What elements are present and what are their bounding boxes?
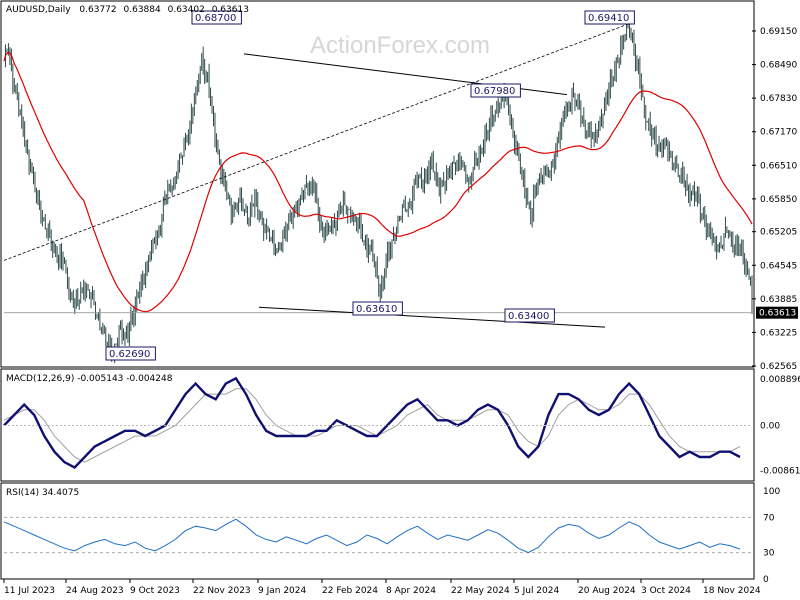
macd-panel (0, 368, 755, 482)
rising-channel-line (3, 22, 631, 261)
annotation-box (584, 10, 635, 25)
annotation-label: 0.62690 (109, 349, 150, 360)
annotation-label: 0.63610 (356, 304, 397, 315)
annotation-box (352, 301, 403, 316)
price-tick-label: 0.67830 (760, 94, 797, 104)
current-price-bg (756, 306, 798, 319)
axis-ticks: 0.69150 0.68490 0.67830 0.67170 0.66510 0.658… (3, 27, 800, 596)
annotation-box (470, 83, 521, 98)
annotation-label: 0.63400 (508, 311, 549, 322)
annotation-box (504, 308, 555, 323)
ohlc-open: 0.63772 (79, 5, 116, 15)
date-tick-label: 9 Oct 2023 (130, 586, 180, 596)
rsi-tick-label: 100 (763, 487, 780, 497)
rsi-panel (0, 482, 755, 580)
price-tick-label: 0.65205 (760, 228, 797, 238)
watermark: ActionForex.com (310, 32, 490, 59)
date-tick-label: 8 Apr 2024 (386, 586, 436, 596)
price-tick-label: 0.65850 (760, 195, 797, 205)
price-series (3, 16, 753, 363)
price-tick-label: 0.64545 (760, 261, 797, 271)
annotation-box (105, 346, 156, 361)
macd-tick-label: 0.008896 (760, 375, 800, 385)
macd-signal-line (3, 388, 741, 463)
date-tick-label: 18 Nov 2024 (703, 586, 761, 596)
date-tick-label: 22 Feb 2024 (322, 586, 378, 596)
macd-tick-label: -0.008612 (760, 467, 800, 477)
date-tick-label: 5 Jul 2024 (514, 586, 559, 596)
rsi-line (3, 518, 741, 554)
annotation-low-0.62690: 0.62690 (105, 346, 156, 361)
ohlc-low: 0.63402 (168, 5, 205, 15)
macd-line (3, 376, 741, 469)
date-tick-label: 3 Oct 2024 (641, 586, 691, 596)
annotation-low-0.63610: 0.63610 (352, 301, 403, 316)
annotation-high-0.67980: 0.67980 (470, 83, 521, 98)
price-tick-label: 0.67170 (760, 128, 797, 138)
ohlc-close: 0.63613 (212, 5, 249, 15)
rsi-tick-label: 70 (763, 513, 775, 523)
annotation-high-0.68700: 0.68700 (191, 10, 242, 25)
annotation-low-0.63400: 0.63400 (504, 308, 555, 323)
price-tick-label: 0.63225 (760, 328, 797, 338)
price-symbol: AUDUSD,Daily (6, 5, 71, 15)
rsi-tick-label: 0 (763, 575, 769, 585)
macd-tick-label: 0.00 (760, 422, 780, 432)
macd-series (3, 376, 752, 469)
annotation-high-0.69410: 0.69410 (584, 10, 635, 25)
annotation-label: 0.68700 (195, 13, 236, 24)
rsi-series (3, 516, 752, 554)
support-trendline (258, 306, 606, 328)
price-tick-label: 0.68490 (760, 61, 797, 71)
rsi-tick-label: 30 (763, 549, 775, 559)
price-tick-label: 0.62565 (760, 362, 797, 372)
trendlines: 0.68700 0.67980 0.69410 0.63610 0.63400 0.626… (3, 10, 635, 361)
date-tick-label: 24 Aug 2023 (66, 586, 124, 596)
annotation-box (191, 10, 242, 25)
price-tick-label: 0.66510 (760, 161, 797, 171)
current-price-label: 0.63613 (759, 309, 796, 319)
date-tick-label: 22 May 2024 (451, 586, 510, 596)
date-tick-label: 11 Jul 2023 (4, 586, 55, 596)
price-tick-label: 0.63885 (760, 295, 797, 305)
date-tick-label: 22 Nov 2023 (193, 586, 251, 596)
price-title: AUDUSD,Daily 0.63772 0.63884 0.63402 0.6… (6, 5, 249, 15)
date-tick-label: 9 Jan 2024 (258, 586, 306, 596)
rsi-title: RSI(14) 34.4075 (6, 488, 79, 498)
current-price-box: 0.63613 (756, 306, 798, 319)
annotation-label: 0.67980 (474, 86, 515, 97)
price-tick-label: 0.69150 (760, 27, 797, 37)
macd-title: MACD(12,26,9) -0.005143 -0.004248 (6, 374, 173, 384)
date-tick-label: 20 Aug 2024 (578, 586, 636, 596)
moving-average-line (3, 51, 753, 313)
annotation-label: 0.69410 (588, 13, 629, 24)
ohlc-high: 0.63884 (124, 5, 161, 15)
